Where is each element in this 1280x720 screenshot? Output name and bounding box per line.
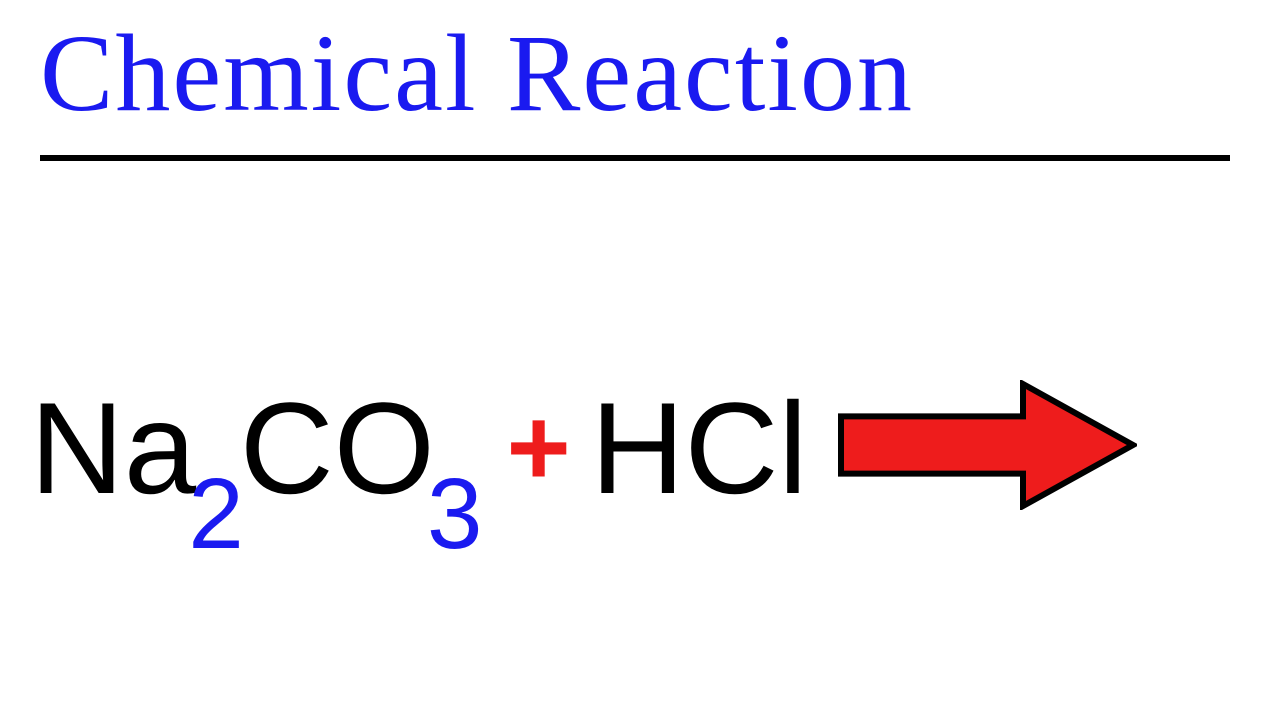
- subscript: 2: [188, 458, 244, 570]
- formula-base: CO: [240, 375, 435, 521]
- arrow-icon: [837, 380, 1137, 510]
- reactant-na2co3: Na2CO3: [30, 383, 478, 513]
- reaction-arrow: [837, 380, 1137, 515]
- reactant-hcl: HCl: [591, 383, 808, 513]
- title-underline: [40, 155, 1230, 161]
- chemical-equation: Na2CO3 + HCl: [30, 380, 1137, 515]
- page-title: Chemical Reaction: [40, 10, 1240, 137]
- plus-sign: +: [506, 384, 570, 511]
- title-block: Chemical Reaction: [40, 10, 1240, 161]
- subscript: 3: [427, 458, 483, 570]
- formula-base: HCl: [591, 375, 808, 521]
- formula-base: Na: [30, 375, 196, 521]
